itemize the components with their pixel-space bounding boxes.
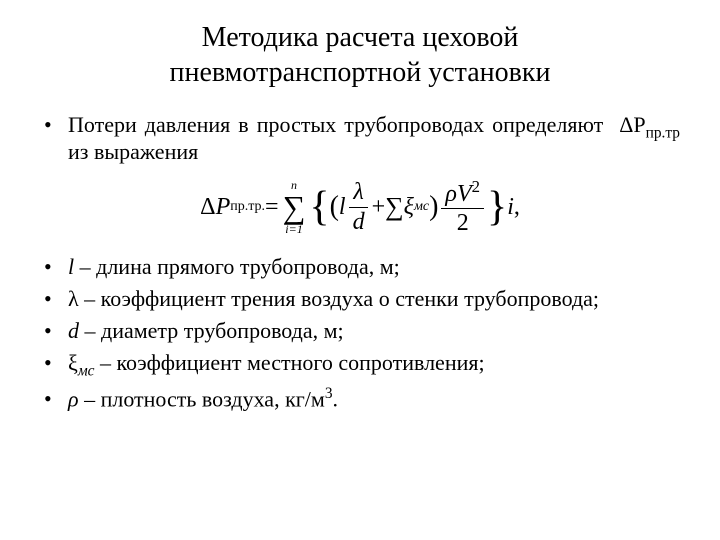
def-bullet: •	[44, 252, 68, 282]
def-item-l: • l – длина прямого трубопровода, м;	[44, 252, 680, 282]
formula-i: i	[507, 194, 514, 221]
formula-delta: Δ	[200, 194, 215, 221]
def-text: ρ – плотность воздуха, кг/м3.	[68, 384, 680, 414]
def-rest: – коэффициент трения воздуха о стенки тр…	[79, 286, 599, 311]
intro-symbol-sub: пр.тр	[646, 124, 680, 141]
intro-text: Потери давления в простых трубопроводах …	[68, 112, 603, 166]
frac-d: d	[349, 208, 369, 235]
formula-xi: ξ	[404, 194, 414, 221]
def-sym: ρ	[68, 386, 79, 411]
formula-xi-sub: мс	[414, 199, 429, 215]
slide-title: Методика расчета цеховой пневмотранспорт…	[40, 20, 680, 90]
def-sym: d	[68, 318, 79, 343]
def-item-lambda: • λ – коэффициент трения воздуха о стенк…	[44, 284, 680, 314]
brace-close: }	[487, 186, 507, 228]
def-rest: – коэффициент местного сопротивления;	[94, 350, 484, 375]
def-bullet: •	[44, 384, 68, 414]
formula-sum: n ∑ i=1	[283, 179, 306, 235]
formula-eq: =	[265, 194, 279, 221]
def-rest: – плотность воздуха, кг/м	[79, 386, 325, 411]
intro-row: • Потери давления в простых трубопровода…	[40, 112, 680, 166]
paren-close: )	[429, 191, 438, 223]
formula-l: l	[339, 194, 346, 221]
def-text: λ – коэффициент трения воздуха о стенки …	[68, 284, 680, 314]
paren-open: (	[330, 191, 339, 223]
formula-lhs-sub: пр.тр.	[230, 199, 265, 215]
def-tail: .	[333, 386, 339, 411]
formula-plus: +	[372, 194, 386, 221]
def-text: l – длина прямого трубопровода, м;	[68, 252, 680, 282]
def-bullet: •	[44, 316, 68, 346]
def-text: ξмс – коэффициент местного сопротивления…	[68, 348, 680, 382]
frac-lambda-d: λ d	[349, 179, 369, 235]
def-text: d – диаметр трубопровода, м;	[68, 316, 680, 346]
def-item-rho: • ρ – плотность воздуха, кг/м3.	[44, 384, 680, 414]
def-item-xi: • ξмс – коэффициент местного сопротивлен…	[44, 348, 680, 382]
title-line-2: пневмотранспортной установки	[170, 57, 551, 88]
frac-den-2: 2	[453, 209, 473, 236]
intro-symbol: ΔPпр.тр	[603, 112, 680, 142]
definitions-list: • l – длина прямого трубопровода, м; • λ…	[40, 252, 680, 413]
intro-symbol-main: ΔP	[619, 112, 645, 137]
formula-comma: ,	[514, 194, 520, 221]
formula-container: ΔPпр.тр. = n ∑ i=1 { ( l λ d + ∑ ξмс ) ρ…	[40, 178, 680, 237]
formula: ΔPпр.тр. = n ∑ i=1 { ( l λ d + ∑ ξмс ) ρ…	[200, 178, 520, 237]
inner-sigma: ∑	[385, 192, 404, 222]
V: V	[457, 181, 472, 207]
frac-lambda: λ	[349, 179, 367, 207]
def-rest: – длина прямого трубопровода, м;	[74, 254, 400, 279]
intro-bullet: •	[40, 112, 68, 138]
sum-sigma: ∑	[283, 191, 306, 223]
def-sym: λ	[68, 286, 79, 311]
brace-open: {	[309, 186, 329, 228]
def-sub: мс	[78, 362, 95, 379]
V-sq: 2	[472, 177, 480, 196]
def-rest: – диаметр трубопровода, м;	[79, 318, 344, 343]
def-item-d: • d – диаметр трубопровода, м;	[44, 316, 680, 346]
def-sup: 3	[325, 385, 333, 402]
def-sym: ξ	[68, 350, 78, 375]
def-bullet: •	[44, 284, 68, 314]
def-bullet: •	[44, 348, 68, 382]
formula-p: P	[216, 194, 231, 221]
sum-bottom: i=1	[285, 223, 302, 235]
rho: ρ	[445, 181, 457, 207]
frac-rho-v: ρV2 2	[441, 178, 484, 237]
title-line-1: Методика расчета цеховой	[202, 22, 519, 53]
frac-num-rhov: ρV2	[441, 178, 484, 209]
